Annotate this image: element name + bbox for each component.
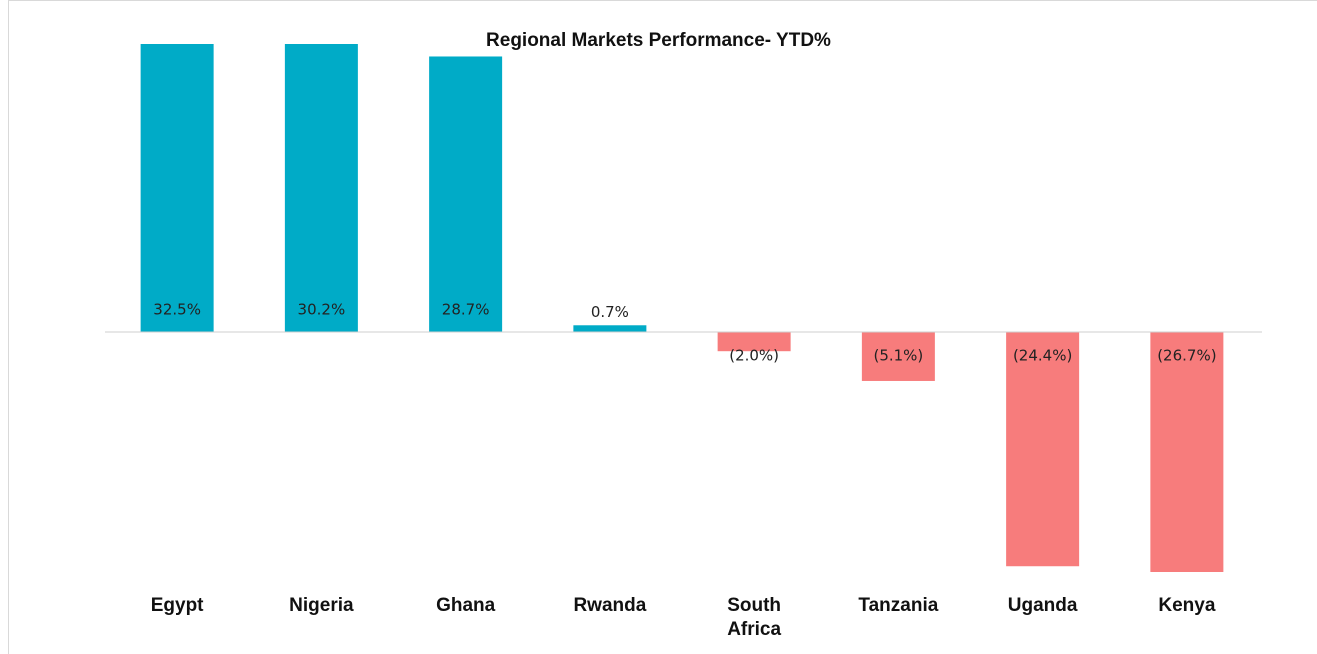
x-tick-label: Tanzania — [858, 595, 939, 616]
data-label: 32.5% — [153, 301, 201, 319]
x-tick-label: Kenya — [1158, 595, 1216, 616]
bar — [140, 44, 214, 332]
data-label: (5.1%) — [873, 347, 923, 365]
bar — [717, 332, 791, 352]
data-label: 28.7% — [442, 301, 490, 319]
bars — [140, 44, 1224, 572]
data-label: (26.7%) — [1157, 347, 1216, 365]
bar — [429, 56, 503, 332]
bar — [1150, 332, 1224, 572]
chart-frame — [8, 0, 1317, 654]
x-tick-label: Rwanda — [573, 595, 647, 616]
bar — [861, 332, 935, 381]
data-label: (24.4%) — [1013, 347, 1072, 365]
data-label: 0.7% — [591, 303, 629, 321]
data-label: (2.0%) — [729, 347, 779, 365]
x-tick-label: Nigeria — [289, 595, 354, 616]
bar — [573, 325, 647, 332]
x-tick-label: Uganda — [1007, 595, 1078, 616]
chart-title: Regional Markets Performance- YTD% — [486, 30, 831, 51]
x-tick-label: South Africa — [727, 595, 782, 640]
x-tick-label: Ghana — [436, 595, 496, 616]
data-label: 30.2% — [298, 301, 346, 319]
bar — [1006, 332, 1080, 567]
x-tick-label: Egypt — [150, 595, 204, 616]
bar — [284, 44, 358, 332]
